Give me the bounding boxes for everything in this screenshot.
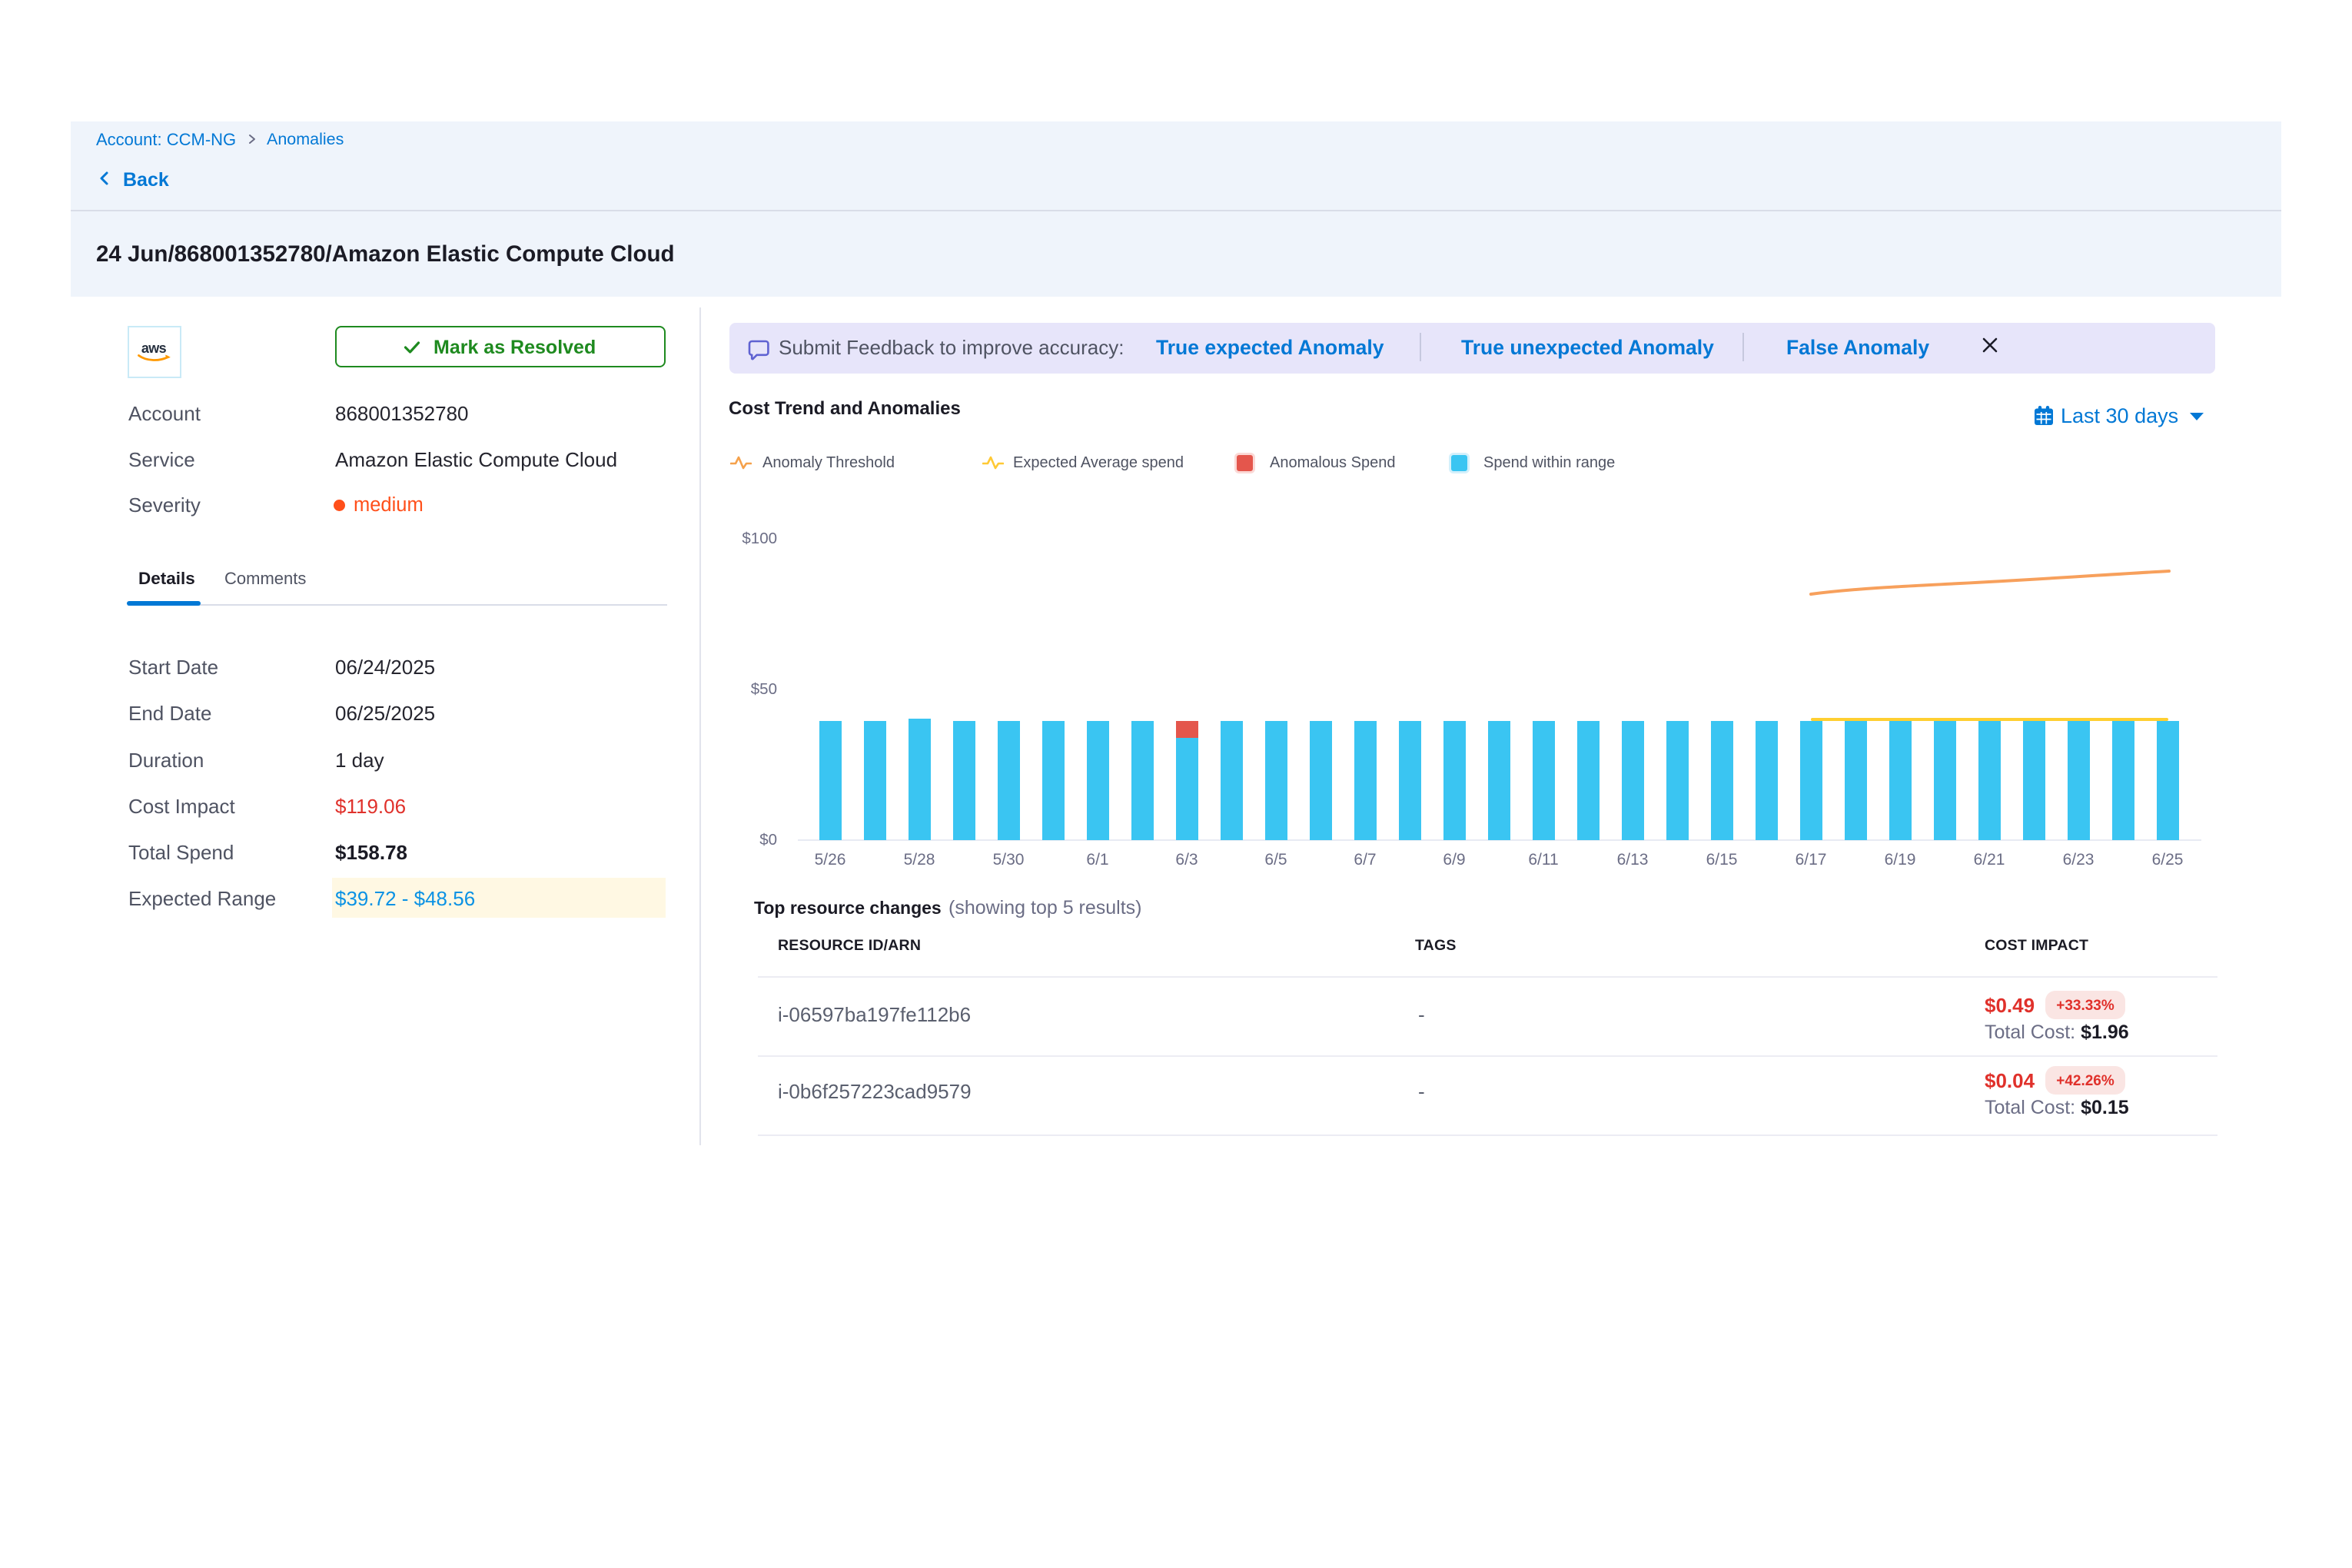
svg-text:aws: aws	[141, 341, 167, 356]
